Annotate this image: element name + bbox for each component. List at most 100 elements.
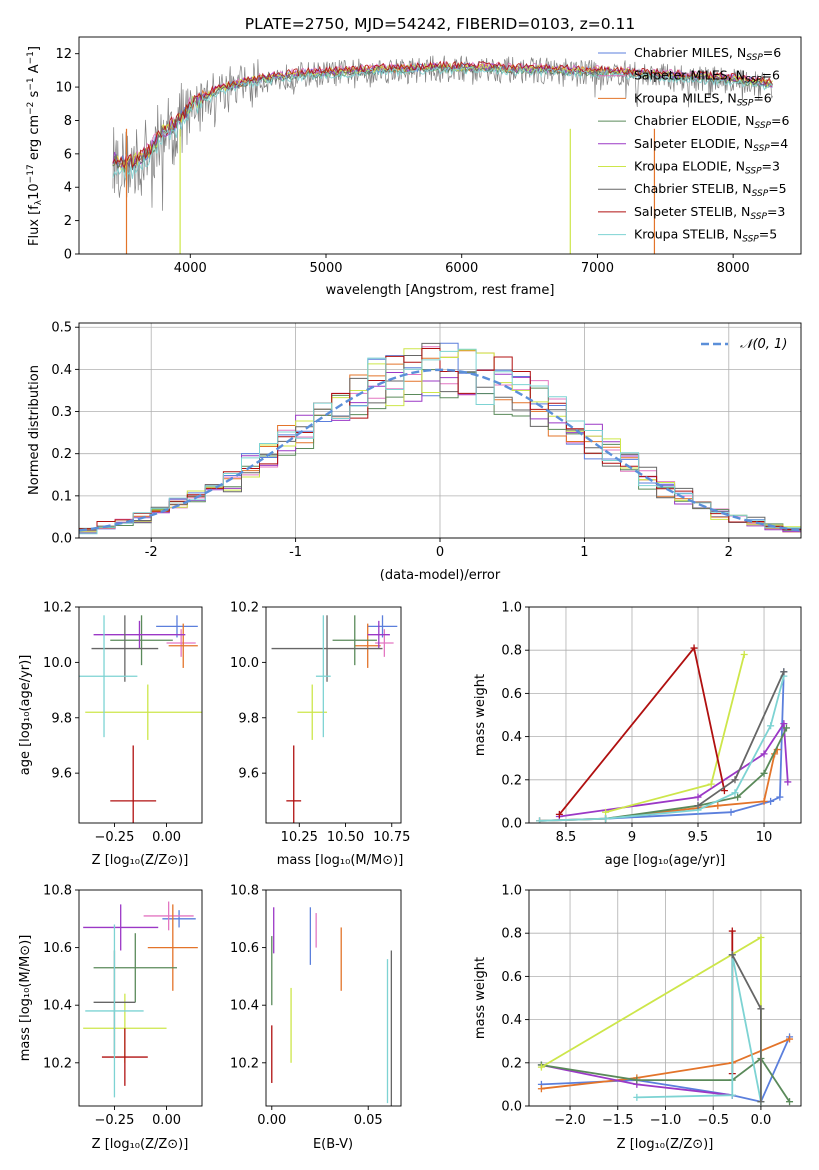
residuals-panel: -2 -1 0 1 2 0.0 0.1 0.2 0.3 0.4 0.5 𝒩(0, 1) (data-mo… (27, 321, 802, 583)
error-bar-point (332, 615, 377, 666)
axes-box (265, 889, 402, 1107)
x-tick-label: 10.50 (327, 830, 364, 845)
label-part: −17 (26, 164, 36, 183)
weight-marker (727, 808, 735, 816)
x-tick-label: 2 (725, 545, 733, 560)
error-bar-point (91, 615, 159, 682)
error-bar-point (110, 745, 157, 823)
model-spectrum-line (112, 60, 773, 170)
weight-marker (690, 644, 698, 652)
figure-title: PLATE=2750, MJD=54242, FIBERID=0103, z=0… (245, 15, 635, 33)
error-bar-point (271, 615, 383, 682)
x-tick-label: −0.25 (95, 1113, 135, 1128)
legend-label: Salpeter ELODIE, NSSP=4 (634, 136, 788, 154)
y-axis-label: age [log₁₀(age/yr)] (18, 655, 33, 776)
label-part: SSP (750, 212, 767, 222)
x-tick-label: −2.0 (554, 1113, 586, 1128)
error-bar-point (367, 615, 398, 638)
weight-marker (734, 793, 742, 801)
plot-area (536, 644, 792, 823)
y-tick-label: 0.0 (501, 817, 522, 832)
y-tick-label: 10.6 (43, 941, 72, 956)
label-part: =5 (768, 181, 786, 196)
label-part: SSP (754, 121, 771, 131)
plot-area (271, 907, 393, 1106)
x-axis-label: Z [log₁₀(Z/Z⊙)] (617, 1137, 714, 1152)
label-part: s (27, 90, 42, 101)
error-bar-point (286, 745, 302, 823)
y-tick-label: 10.2 (43, 1056, 72, 1071)
error-bar-point (156, 615, 198, 638)
weight-marker (780, 720, 788, 728)
y-tick-label: 9.8 (238, 711, 259, 726)
weight-marker (757, 934, 765, 942)
y-tick-label: 0.2 (501, 1056, 522, 1071)
x-axis-label: mass [log₁₀(M/M⊙)] (277, 853, 404, 868)
weight-line (558, 645, 726, 815)
error-bar-point (166, 629, 196, 657)
label-part: Chabrier STELIB, N (634, 181, 752, 196)
mass-weight-vs-metallicity-panel: −2.0 −1.5 −1.0 −0.5 0.0 0.0 0.2 0.4 0.6 0.8 1.0 mas… (473, 884, 802, 1152)
axes-box (528, 606, 802, 824)
y-tick-label: 10.0 (43, 656, 72, 671)
weight-marker (555, 810, 563, 818)
label-part: SSP (745, 167, 762, 177)
weight-series (555, 644, 728, 818)
label-part: λ (34, 199, 44, 205)
weight-series (694, 668, 788, 810)
y-tick-label: 10.2 (230, 1056, 259, 1071)
label-part: −1 (26, 77, 36, 90)
x-tick-label: −1.5 (602, 1113, 634, 1128)
weight-line (539, 671, 785, 822)
legend-label: Kroupa STELIB, NSSP=5 (634, 227, 777, 245)
label-part: =6 (762, 68, 780, 83)
x-tick-label: 0.00 (152, 830, 181, 845)
weight-marker (537, 1063, 545, 1071)
y-tick-label: 0.6 (501, 687, 522, 702)
y-tick-label: 0 (64, 248, 72, 263)
label-part: Kroupa MILES, N (634, 90, 737, 105)
x-tick-label: 5000 (309, 261, 342, 276)
y-axis-label: mass weight (473, 957, 488, 1039)
label-part: =6 (763, 45, 781, 60)
y-axis-label: mass weight (473, 674, 488, 756)
weight-marker (760, 750, 768, 758)
mass-weight-vs-age-panel: 8.5 9 9.5 10 0.0 0.2 0.4 0.6 0.8 1.0 mass weight ag… (473, 601, 802, 868)
y-tick-label: 0.0 (501, 1100, 522, 1115)
y-tick-label: 10.8 (43, 884, 72, 899)
x-tick-label: -2 (145, 545, 158, 560)
y-tick-label: 0.1 (51, 489, 72, 504)
y-tick-label: 4 (64, 181, 72, 196)
axes-box (78, 606, 203, 824)
normal-reference-curve (79, 368, 801, 532)
label-part: Kroupa ELODIE, N (634, 159, 745, 174)
residual-histogram-step (79, 348, 801, 535)
label-part: =3 (762, 159, 780, 174)
x-axis-label: Z [log₁₀(Z/Z⊙)] (92, 853, 189, 868)
x-tick-label: 0 (436, 545, 444, 560)
axes-frame: −0.25 0.00 10.2 10.4 10.6 10.8 (43, 884, 203, 1128)
y-tick-label: 10.2 (43, 601, 72, 616)
error-bar-point (375, 629, 394, 657)
error-bar-point (297, 684, 328, 740)
y-tick-label: 1.0 (501, 884, 522, 899)
label-part: SSP (742, 235, 759, 245)
model-spectrum-line (112, 66, 773, 182)
y-tick-label: 0.2 (501, 773, 522, 788)
y-tick-label: 0.4 (501, 1013, 522, 1028)
x-tick-label: 9.5 (688, 830, 709, 845)
axes-frame: −0.25 0.00 9.6 9.8 10.0 10.2 (43, 601, 203, 845)
legend-label: Salpeter STELIB, NSSP=3 (634, 204, 785, 222)
mass-vs-metallicity-panel: −0.25 0.00 10.2 10.4 10.6 10.8 Z [log₁₀(Z/Z⊙)]… (18, 884, 203, 1152)
weight-line (636, 954, 762, 1102)
x-tick-label: 0.00 (257, 1113, 286, 1128)
y-tick-label: 0.3 (51, 405, 72, 420)
weight-marker (767, 722, 775, 730)
x-tick-label: −0.25 (95, 830, 135, 845)
x-tick-label: -1 (289, 545, 302, 560)
mass-vs-ebv-panel: 0.00 0.05 10.2 10.4 10.6 10.8 E(B-V) (230, 884, 402, 1152)
axes-box (265, 606, 402, 824)
x-axis-label: E(B-V) (313, 1137, 353, 1152)
